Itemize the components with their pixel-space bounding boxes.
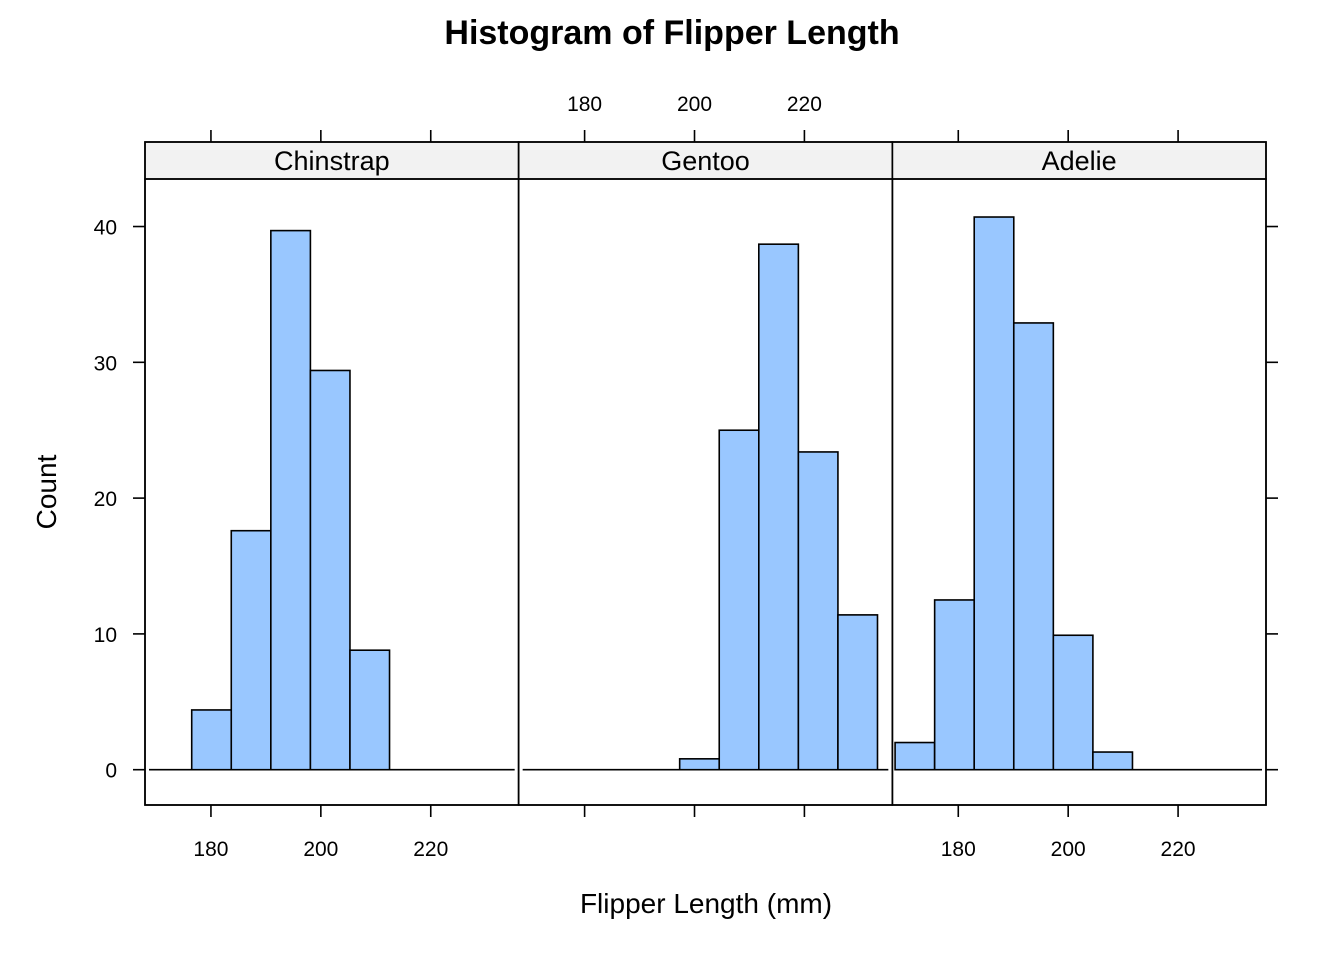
bar-gentoo-0: [678, 758, 721, 771]
bar-adelie-0: [894, 741, 936, 771]
bar-chinstrap-3: [309, 369, 351, 771]
bar-gentoo-1: [718, 429, 760, 771]
bar-gentoo-3: [797, 451, 839, 771]
y-axis-label: Count: [31, 454, 62, 529]
bar-adelie-4: [1052, 634, 1094, 771]
x-tick-label: 220: [1161, 838, 1196, 861]
chart-title: Histogram of Flipper Length: [444, 14, 899, 52]
x-tick-label: 200: [677, 93, 712, 116]
outer-frame: [144, 141, 1267, 806]
x-tick-label: 220: [413, 838, 448, 861]
x-tick-label: 180: [193, 838, 228, 861]
x-tick-label: 220: [787, 93, 822, 116]
y-tick-label: 40: [94, 217, 117, 240]
strip-chinstrap: [144, 141, 520, 180]
bar-adelie-3: [1012, 322, 1055, 771]
x-axis-label: Flipper Length (mm): [580, 888, 832, 919]
bar-gentoo-2: [758, 243, 800, 771]
bar-chinstrap-4: [349, 649, 391, 771]
bar-adelie-5: [1092, 751, 1134, 771]
bar-adelie-1: [933, 599, 976, 771]
bar-adelie-2: [973, 216, 1015, 771]
x-tick-label: 180: [567, 93, 602, 116]
bar-chinstrap-2: [270, 229, 312, 771]
y-tick-label: 20: [94, 488, 117, 511]
x-tick-label: 200: [1051, 838, 1086, 861]
strip-label-adelie: Adelie: [1042, 146, 1117, 176]
y-tick-label: 10: [94, 624, 117, 647]
bar-chinstrap-0: [190, 709, 233, 771]
x-tick-label: 200: [303, 838, 338, 861]
y-tick-label: 30: [94, 352, 117, 375]
strip-label-chinstrap: Chinstrap: [274, 146, 390, 176]
bar-gentoo-4: [837, 614, 879, 771]
bar-chinstrap-1: [230, 529, 272, 771]
x-tick-label: 180: [941, 838, 976, 861]
y-tick-label: 0: [105, 760, 117, 783]
strip-label-gentoo: Gentoo: [661, 146, 750, 176]
